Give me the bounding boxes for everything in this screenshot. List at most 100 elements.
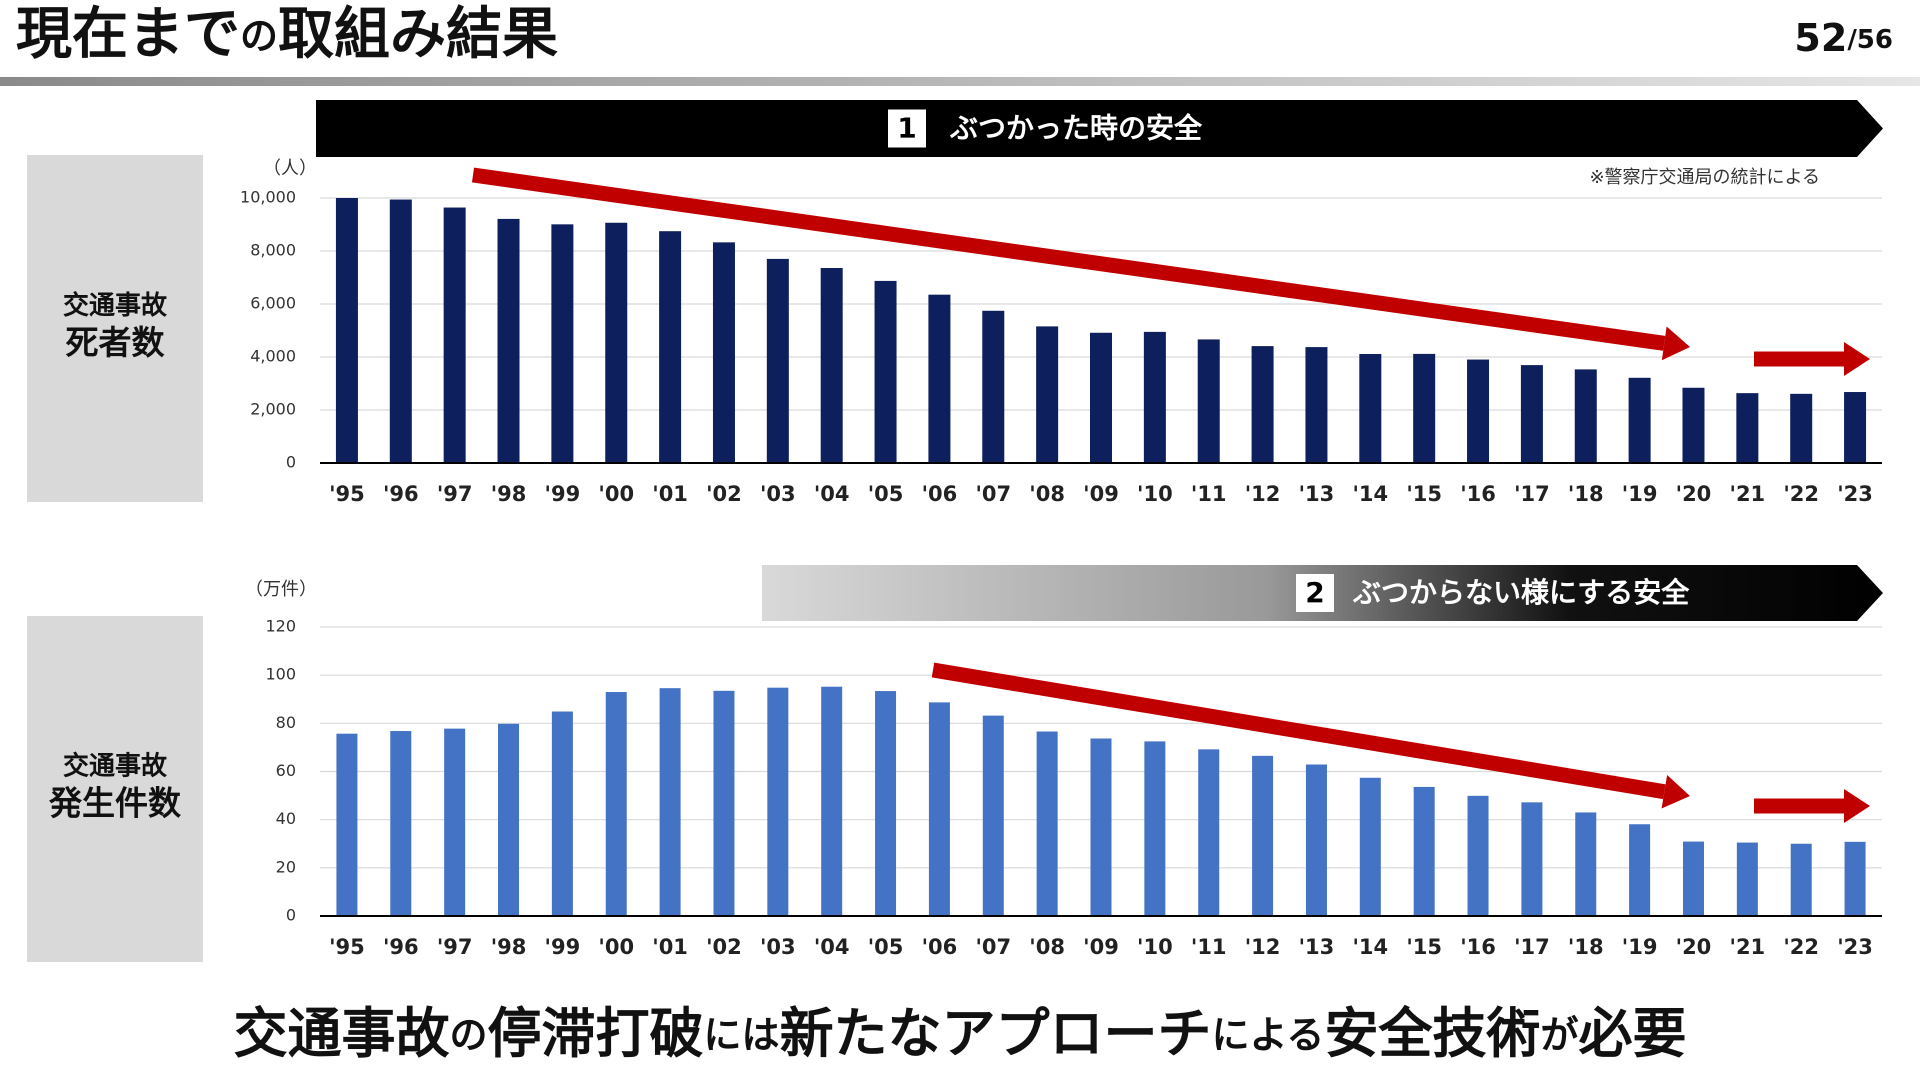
bar (928, 294, 951, 463)
bar (444, 728, 466, 916)
x-tick-label: '22 (1783, 935, 1819, 959)
x-tick-label: '14 (1352, 482, 1388, 506)
bar (713, 690, 735, 916)
x-tick-label: '01 (652, 935, 688, 959)
x-tick-label: '17 (1514, 935, 1550, 959)
side-label-box (27, 155, 203, 502)
bar (1305, 347, 1328, 463)
x-tick-label: '06 (922, 482, 958, 506)
y-tick-label: 40 (276, 809, 296, 828)
bar (820, 268, 843, 463)
bar (1036, 326, 1059, 463)
x-tick-label: '01 (652, 482, 688, 506)
bar (1790, 393, 1813, 463)
title-part: の (240, 14, 278, 58)
bar (1628, 377, 1651, 463)
page-total: /56 (1847, 25, 1893, 55)
bar (1790, 843, 1812, 916)
x-tick-label: '03 (760, 482, 796, 506)
side-label: 発生件数 (49, 784, 182, 823)
y-tick-label: 2,000 (250, 400, 296, 419)
banner-number: 1 (897, 112, 916, 145)
bar (497, 218, 520, 463)
x-tick-label: '95 (329, 935, 365, 959)
x-tick-label: '04 (814, 935, 850, 959)
x-tick-label: '12 (1245, 935, 1281, 959)
x-tick-label: '08 (1029, 935, 1065, 959)
trend-arrow-head (1844, 789, 1870, 823)
banner (316, 100, 1883, 157)
x-tick-label: '23 (1837, 935, 1873, 959)
bar (605, 692, 627, 916)
x-tick-label: '11 (1191, 935, 1227, 959)
bar (1521, 802, 1543, 916)
side-label-box (27, 616, 203, 962)
y-tick-label: 20 (276, 857, 296, 876)
x-tick-label: '98 (491, 482, 527, 506)
x-tick-label: '18 (1568, 482, 1604, 506)
x-tick-label: '02 (706, 482, 742, 506)
x-tick-label: '06 (922, 935, 958, 959)
bar (1359, 354, 1382, 463)
footer-message: 交通事故の停滞打破には新たなアプローチによる安全技術が必要 (234, 1002, 1687, 1065)
x-tick-label: '18 (1568, 935, 1604, 959)
x-tick-label: '09 (1083, 935, 1119, 959)
y-tick-label: 6,000 (250, 294, 296, 313)
unit-label: （人） (263, 158, 317, 179)
footer-part: 安全技術 (1324, 1002, 1540, 1065)
trend-arrow-head (1661, 774, 1690, 809)
bar (1144, 741, 1166, 916)
bar (336, 733, 358, 916)
bar (1090, 332, 1112, 463)
x-tick-label: '12 (1245, 482, 1281, 506)
y-tick-label: 60 (276, 761, 296, 780)
bar (1844, 841, 1866, 916)
x-tick-label: '21 (1730, 935, 1766, 959)
banner-text: ぶつからない様にする安全 (1352, 576, 1690, 609)
source-note: ※警察庁交通局の統計による (1589, 167, 1820, 188)
bar (712, 242, 735, 463)
x-tick-label: '97 (437, 482, 473, 506)
x-tick-label: '04 (814, 482, 850, 506)
x-tick-label: '99 (545, 482, 581, 506)
x-tick-label: '03 (760, 935, 796, 959)
bar (1574, 369, 1597, 463)
footer-part: には (704, 1013, 780, 1057)
y-tick-label: 0 (286, 453, 296, 472)
bar (1467, 359, 1490, 463)
footer-part: による (1212, 1013, 1325, 1057)
bar (1197, 339, 1220, 463)
bar (1036, 731, 1058, 916)
header-rule (0, 77, 1920, 86)
bar (1682, 841, 1704, 916)
x-tick-label: '05 (868, 935, 904, 959)
x-tick-label: '13 (1299, 482, 1335, 506)
footer-part: 交通事故 (234, 1002, 450, 1065)
trend-arrow (471, 167, 1666, 351)
x-tick-label: '96 (383, 935, 419, 959)
x-tick-label: '15 (1406, 935, 1442, 959)
side-label: 死者数 (66, 323, 166, 362)
x-tick-label: '99 (545, 935, 581, 959)
bar (874, 280, 897, 463)
y-tick-label: 10,000 (240, 188, 296, 207)
bar (1520, 365, 1543, 463)
bar (982, 715, 1004, 916)
x-tick-label: '10 (1137, 482, 1173, 506)
unit-label: （万件） (245, 579, 317, 600)
bar (766, 258, 789, 463)
side-label: 交通事故 (63, 290, 167, 321)
x-tick-label: '20 (1676, 935, 1712, 959)
x-tick-label: '00 (598, 482, 634, 506)
bar (551, 711, 573, 916)
x-tick-label: '23 (1837, 482, 1873, 506)
bar (659, 231, 682, 463)
side-label: 交通事故 (63, 751, 167, 782)
x-tick-label: '97 (437, 935, 473, 959)
bar (1090, 738, 1112, 916)
bar (1305, 764, 1327, 916)
footer-part: の (450, 1013, 488, 1057)
y-tick-label: 4,000 (250, 347, 296, 366)
